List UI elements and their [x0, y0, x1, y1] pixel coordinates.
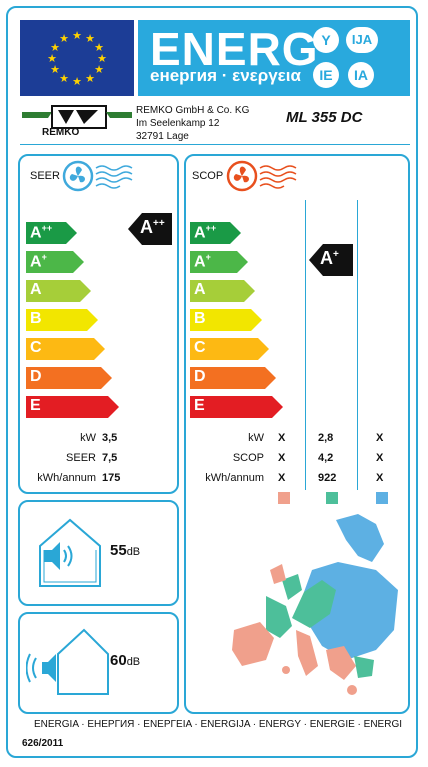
zone-divider: [305, 200, 306, 490]
energy-class-label: A+: [30, 252, 47, 271]
europe-map-icon: [226, 510, 406, 706]
eu-flag-icon: ★ ★ ★ ★ ★ ★ ★ ★ ★ ★ ★ ★: [20, 20, 134, 96]
divider: [20, 144, 410, 145]
energy-class-label: A: [194, 281, 206, 298]
indoor-noise-panel: [18, 500, 179, 606]
speaker-icon: [42, 538, 76, 574]
svg-text:★: ★: [59, 32, 69, 45]
svg-text:★: ★: [47, 52, 57, 65]
zone-color-cold: [278, 492, 290, 504]
svg-text:★: ★: [50, 41, 60, 54]
seer-row-value: 7,5: [102, 452, 118, 464]
scop-value-warm: X: [376, 452, 384, 464]
scop-rating-arrow: [309, 244, 353, 276]
svg-text:★: ★: [85, 32, 95, 45]
footer-languages: ENERGIA · ЕНЕРГИЯ · ΕΝΕΡΓΕΙΑ · ENERGIJA …: [34, 719, 402, 730]
svg-text:★: ★: [50, 63, 60, 76]
scop-value-average: 4,2: [318, 452, 334, 464]
energy-class-label: C: [194, 339, 206, 356]
scop-label: SCOP: [192, 170, 224, 182]
lang-badge-ija: IJA: [346, 27, 378, 53]
svg-text:★: ★: [85, 72, 95, 85]
supplier-city: 32791 Lage: [136, 131, 189, 142]
energy-class-label: D: [30, 368, 42, 385]
scop-row-label: kWh/annum: [205, 472, 264, 484]
energy-class-label: E: [194, 397, 205, 414]
svg-text:★: ★: [94, 41, 104, 54]
lang-badge-y: Y: [313, 27, 339, 53]
scop-value-cold: X: [278, 452, 286, 464]
seer-panel: [18, 154, 179, 494]
energy-title: ENERG: [150, 23, 319, 75]
supplier-logo: [22, 104, 132, 140]
energy-class-label: A++: [30, 223, 53, 242]
label-frame: [6, 6, 418, 758]
scop-value-warm: X: [376, 432, 384, 444]
supplier-street: Im Seelenkamp 12: [136, 118, 220, 129]
scop-value-average: 2,8: [318, 432, 334, 444]
energy-subtitle: енергия · ενεργεια: [150, 66, 301, 85]
zone-divider: [357, 200, 358, 490]
scop-value-cold: X: [278, 472, 286, 484]
seer-label: SEER: [30, 170, 60, 182]
seer-rating-text: A++: [140, 217, 165, 237]
supplier-name: REMKO GmbH & Co. KG: [136, 105, 250, 116]
svg-text:★: ★: [94, 63, 104, 76]
fan-heating-icon: [226, 160, 306, 192]
lang-badge-ie: IE: [313, 62, 339, 88]
lang-badge-ia: IA: [348, 62, 374, 88]
outdoor-noise-panel: [18, 612, 179, 714]
scop-row-label: kW: [248, 432, 264, 444]
scop-value-warm: X: [376, 472, 384, 484]
scop-row-label: SCOP: [232, 452, 264, 464]
scop-panel: [184, 154, 410, 714]
seer-row-value: 3,5: [102, 432, 118, 444]
svg-text:★: ★: [97, 52, 107, 65]
indoor-noise-value: 55dB: [110, 542, 141, 559]
speaker-icon: [25, 650, 62, 686]
energy-class-label: A: [30, 281, 42, 298]
scop-value-cold: X: [278, 432, 286, 444]
seer-row-label: kW: [80, 432, 96, 444]
seer-rating-arrow: [128, 213, 172, 245]
scop-value-average: 922: [318, 472, 337, 484]
model-name: ML 355 DC: [286, 109, 363, 126]
svg-text:★: ★: [72, 29, 82, 42]
energy-class-label: D: [194, 368, 206, 385]
energy-class-label: C: [30, 339, 42, 356]
zone-color-warm: [376, 492, 388, 504]
outdoor-house-icon: [30, 624, 110, 698]
fan-cooling-icon: [62, 160, 142, 192]
zone-color-average: [326, 492, 338, 504]
house-icon: [36, 516, 106, 590]
seer-row-label: kWh/annum: [37, 472, 96, 484]
energy-class-label: A++: [194, 223, 217, 242]
scop-rating-text: A+: [320, 248, 339, 268]
energy-class-label: E: [30, 397, 41, 414]
svg-text:★: ★: [59, 72, 69, 85]
outdoor-noise-value: 60dB: [110, 652, 141, 669]
regulation-number: 626/2011: [22, 738, 64, 749]
seer-row-value: 175: [102, 472, 121, 484]
seer-row-label: SEER: [66, 452, 96, 464]
energy-class-label: B: [30, 310, 42, 327]
energy-class-label: A+: [194, 252, 211, 271]
logo-text: REMKO: [42, 127, 80, 138]
svg-text:★: ★: [72, 75, 82, 88]
energy-class-label: B: [194, 310, 206, 327]
